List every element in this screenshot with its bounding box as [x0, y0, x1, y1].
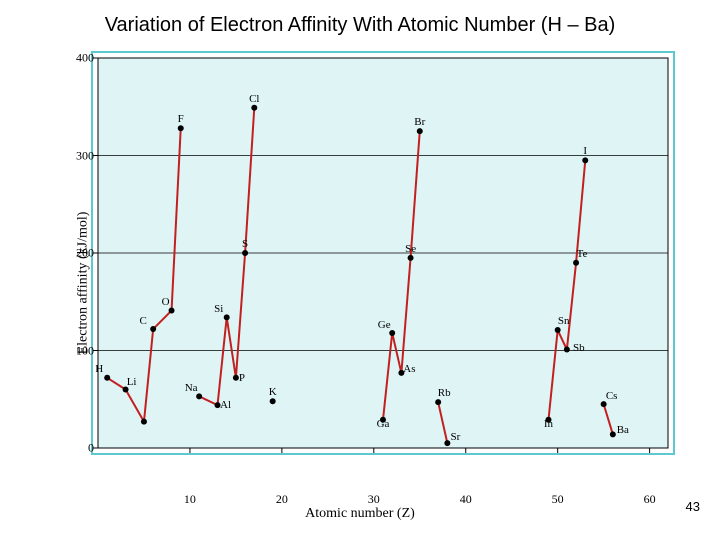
x-tick: 40	[460, 492, 472, 507]
point-label: K	[269, 386, 277, 398]
point-label: Li	[127, 376, 137, 388]
point-label: C	[139, 315, 146, 327]
x-axis-label: Atomic number (Z)	[40, 506, 680, 522]
point-label: Cs	[606, 390, 618, 402]
point-label: Ga	[377, 418, 390, 430]
x-tick: 10	[184, 492, 196, 507]
chart-container: Electron affinity (kJ/mol) Atomic number…	[40, 48, 680, 518]
page-title: Variation of Electron Affinity With Atom…	[0, 14, 720, 37]
x-tick: 50	[552, 492, 564, 507]
point-label: Sr	[450, 431, 460, 443]
electron-affinity-chart	[40, 48, 680, 488]
point-label: Rb	[438, 387, 451, 399]
y-axis-label: Electron affinity (kJ/mol)	[75, 212, 91, 355]
point-label: F	[178, 113, 184, 125]
point-label: Al	[220, 399, 231, 411]
point-label: I	[583, 145, 587, 157]
point-label: As	[403, 363, 415, 375]
point-label: Te	[577, 248, 588, 260]
y-tick: 0	[88, 441, 94, 456]
point-label: Ba	[617, 424, 629, 436]
point-label: S	[242, 238, 248, 250]
x-tick: 60	[644, 492, 656, 507]
y-tick: 300	[76, 148, 94, 163]
point-label: In	[544, 418, 553, 430]
point-label: P	[239, 372, 245, 384]
y-tick: 100	[76, 343, 94, 358]
page-number: 43	[686, 499, 700, 514]
point-label: Se	[405, 243, 416, 255]
point-label: Ge	[378, 319, 391, 331]
point-label: H	[95, 363, 103, 375]
point-label: Sb	[573, 342, 585, 354]
point-label: Cl	[249, 93, 259, 105]
point-label: Na	[185, 382, 198, 394]
x-tick: 30	[368, 492, 380, 507]
point-label: Sn	[558, 315, 570, 327]
y-tick: 400	[76, 51, 94, 66]
y-tick: 200	[76, 246, 94, 261]
x-tick: 20	[276, 492, 288, 507]
point-label: O	[162, 296, 170, 308]
point-label: Si	[214, 303, 223, 315]
point-label: Br	[414, 116, 425, 128]
